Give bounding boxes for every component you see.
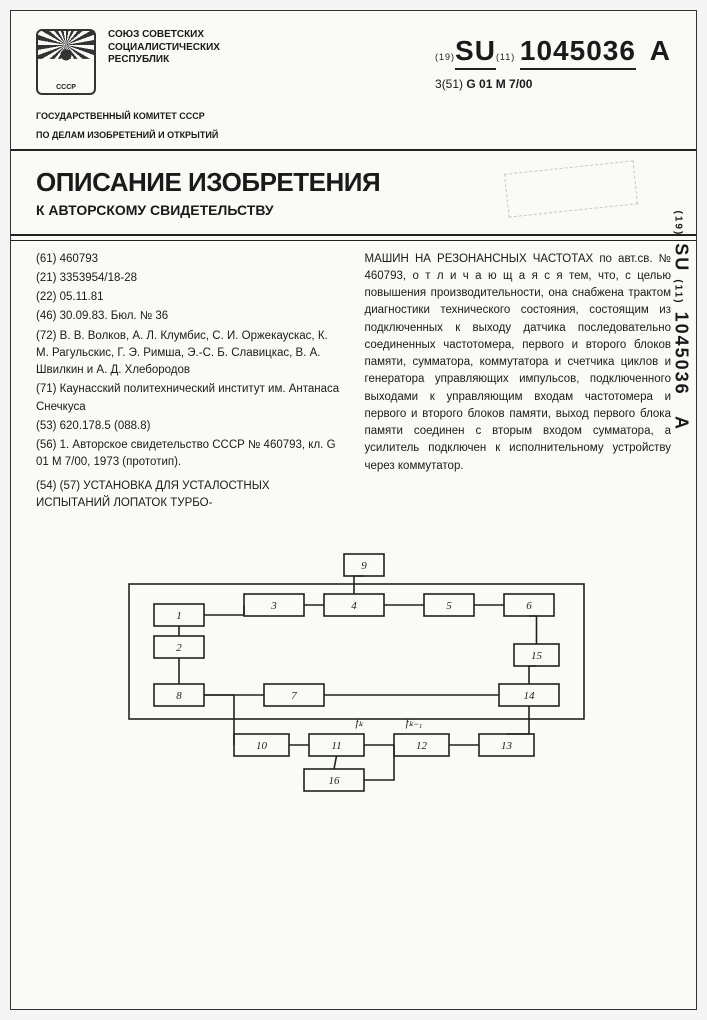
field-53: (53) 620.178.5 (088.8) [36,418,343,435]
rule-mid1 [11,234,696,236]
svg-text:1: 1 [176,610,182,622]
committee-line2: ПО ДЕЛАМ ИЗОБРЕТЕНИЙ И ОТКРЫТИЙ [36,130,671,141]
code-19: (19) [435,52,455,62]
svg-text:16: 16 [328,775,340,787]
body-columns: (61) 460793 (21) 3353954/18-28 (22) 05.1… [36,251,671,515]
side-pubnum: (19) SU (11) 1045036 A [671,210,692,431]
svg-text:4: 4 [351,600,357,612]
svg-text:3: 3 [270,600,277,612]
issuer-text: СОЮЗ СОВЕТСКИХ СОЦИАЛИСТИЧЕСКИХ РЕСПУБЛИ… [108,29,220,95]
kind-code: A [650,35,671,68]
field-22: (22) 05.11.81 [36,289,343,306]
pub-number-block: (19)SU(11) 1045036 A 3(51) G 01 M 7/00 [435,29,671,91]
svg-text:5: 5 [446,600,452,612]
abstract-body: МАШИН НА РЕЗОНАНСНЫХ ЧАСТОТАХ по авт.св.… [365,251,672,475]
field-72: (72) В. В. Волков, А. Л. Клумбис, С. И. … [36,328,343,380]
title-block: ОПИСАНИЕ ИЗОБРЕТЕНИЯ К АВТОРСКОМУ СВИДЕТ… [36,159,671,226]
column-right: МАШИН НА РЕЗОНАНСНЫХ ЧАСТОТАХ по авт.св.… [365,251,672,515]
ipc-code: G 01 M 7/00 [466,77,532,91]
svg-text:12: 12 [416,740,428,752]
svg-text:2: 2 [176,642,182,654]
doc-number: 1045036 [520,35,636,70]
svg-text:15: 15 [531,650,543,662]
side-kind: A [672,416,692,431]
rule-top [11,149,696,151]
svg-text:8: 8 [176,690,182,702]
side-code19: (19) [673,210,684,236]
ipc-class: 3(51) G 01 M 7/00 [435,77,671,91]
field-46: (46) 30.09.83. Бюл. № 36 [36,308,343,325]
side-country: SU [672,243,692,272]
svg-text:6: 6 [526,600,532,612]
column-left: (61) 460793 (21) 3353954/18-28 (22) 05.1… [36,251,343,515]
field-54: (54) (57) УСТАНОВКА ДЛЯ УСТАЛОСТНЫХ ИСПЫ… [36,478,343,513]
svg-text:7: 7 [291,690,297,702]
country-code: SU [455,35,496,70]
union-line1: СОЮЗ СОВЕТСКИХ [108,29,220,42]
diagram-svg: 93456128715141011121316fₖfₖ₋₁ [84,544,624,804]
svg-text:10: 10 [256,740,268,752]
svg-text:fₖ: fₖ [355,717,363,729]
patent-page: СОЮЗ СОВЕТСКИХ СОЦИАЛИСТИЧЕСКИХ РЕСПУБЛИ… [10,10,697,1010]
field-61: (61) 460793 [36,251,343,268]
union-line2: СОЦИАЛИСТИЧЕСКИХ [108,42,220,55]
header-left: СОЮЗ СОВЕТСКИХ СОЦИАЛИСТИЧЕСКИХ РЕСПУБЛИ… [36,29,220,95]
field-56: (56) 1. Авторское свидетельство СССР № 4… [36,437,343,472]
side-code11: (11) [673,279,684,304]
svg-text:11: 11 [331,740,341,752]
svg-text:13: 13 [501,740,513,752]
ipc-label: 3(51) [435,77,463,91]
side-number: 1045036 [672,312,692,396]
field-71: (71) Каунасский политехнический институт… [36,381,343,416]
union-line3: РЕСПУБЛИК [108,54,220,67]
rule-mid2 [11,240,696,241]
svg-text:14: 14 [523,690,535,702]
block-diagram: 93456128715141011121316fₖfₖ₋₁ [36,544,671,804]
pub-number: (19)SU(11) 1045036 A [435,35,671,67]
svg-text:9: 9 [361,560,367,572]
svg-text:fₖ₋₁: fₖ₋₁ [405,717,422,729]
code-11: (11) [496,52,515,62]
ussr-emblem-icon [36,29,96,95]
committee-line1: ГОСУДАРСТВЕННЫЙ КОМИТЕТ СССР [36,111,671,122]
header: СОЮЗ СОВЕТСКИХ СОЦИАЛИСТИЧЕСКИХ РЕСПУБЛИ… [36,29,671,103]
field-21: (21) 3353954/18-28 [36,270,343,287]
